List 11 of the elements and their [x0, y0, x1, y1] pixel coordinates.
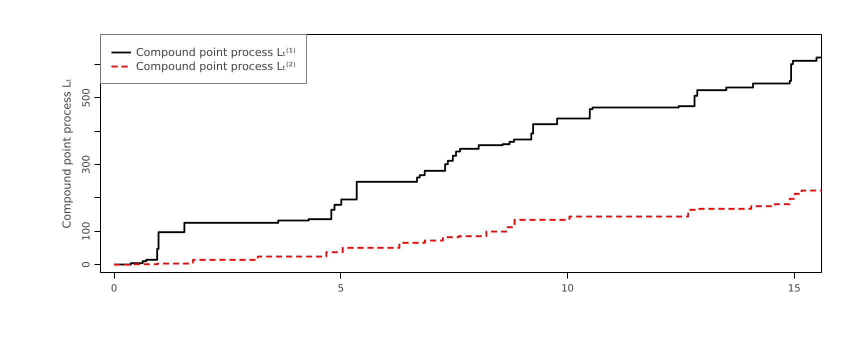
x-tick-label: 15	[788, 284, 801, 294]
y-tick-label: 300	[82, 154, 92, 174]
legend-label: Compound point process Lₜ⁽²⁾	[136, 59, 296, 73]
y-axis-title: Compound point process Lₜ	[60, 78, 74, 228]
y-tick-label: 500	[82, 88, 92, 108]
y-tick-label: 0	[82, 261, 92, 268]
x-tick-label: 5	[338, 284, 344, 294]
x-tick-label: 10	[561, 284, 574, 294]
x-tick-label: 0	[110, 284, 118, 294]
y-tick-label: 100	[82, 222, 92, 241]
legend-label: Compound point process Lₜ⁽¹⁾	[136, 45, 296, 59]
